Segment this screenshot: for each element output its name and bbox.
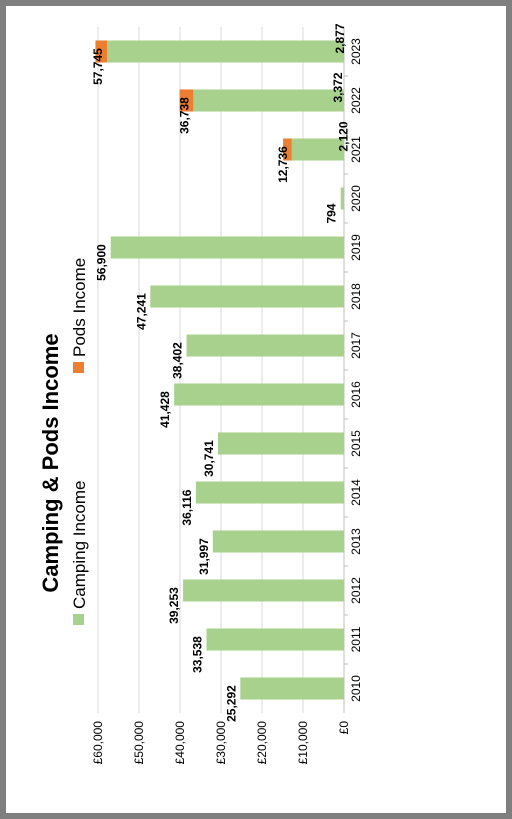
bar — [195, 481, 344, 504]
bar — [217, 432, 344, 455]
bar — [340, 187, 344, 210]
y-axis: £0 £10,000 £20,000 £30,000 £40,000 £50,000 £60… — [91, 721, 351, 765]
bar — [110, 236, 344, 259]
data-label: 30,741 — [202, 440, 216, 477]
bar — [95, 40, 108, 63]
bar — [107, 40, 344, 63]
bar — [206, 628, 344, 651]
bar — [212, 530, 344, 553]
bar — [186, 334, 344, 357]
bar — [291, 138, 345, 161]
y-tick-label: £50,000 — [132, 721, 146, 765]
data-label: 25,292 — [224, 685, 238, 722]
x-tick-label: 2013 — [349, 528, 363, 555]
x-axis: 2010 2011 2012 2013 2014 2015 2016 2017 2018 2019… — [344, 38, 363, 702]
bar — [283, 138, 292, 161]
bar-chart: Camping & Pods Income Camping Income Pods… — [38, 23, 363, 765]
data-label: 2,120 — [336, 121, 350, 151]
x-tick-label: 2015 — [349, 430, 363, 457]
data-label: 33,538 — [190, 636, 204, 673]
x-tick-label: 2011 — [349, 626, 363, 652]
data-label: 41,428 — [158, 391, 172, 428]
x-tick-label: 2010 — [349, 675, 363, 702]
data-label: 36,116 — [180, 489, 194, 525]
data-label: 38,402 — [171, 342, 185, 379]
chart-title: Camping & Pods Income — [38, 333, 63, 592]
bars — [95, 40, 345, 700]
y-tick-label: £20,000 — [255, 721, 269, 765]
x-tick-label: 2018 — [349, 283, 363, 310]
data-label: 57,745 — [91, 48, 105, 85]
bar — [179, 89, 194, 112]
y-tick-label: £0 — [337, 721, 351, 735]
data-label: 36,738 — [177, 97, 191, 134]
x-tick-label: 2023 — [349, 38, 363, 65]
x-tick-label: 2021 — [349, 136, 363, 163]
bar — [183, 579, 344, 602]
data-label: 3,372 — [331, 72, 345, 102]
bar — [240, 677, 344, 700]
x-tick-label: 2014 — [349, 479, 363, 506]
y-tick-label: £60,000 — [91, 721, 105, 765]
y-tick-label: £10,000 — [296, 721, 310, 765]
legend-label: Pods Income — [70, 258, 89, 357]
y-tick-label: £30,000 — [214, 721, 228, 765]
gridlines — [97, 27, 345, 713]
data-label: 56,900 — [95, 244, 109, 281]
chart-frame: Camping & Pods Income Camping Income Pods… — [6, 6, 506, 813]
x-tick-label: 2016 — [349, 381, 363, 408]
data-label: 47,241 — [134, 293, 148, 330]
data-label: 794 — [325, 203, 339, 223]
legend-swatch — [73, 362, 84, 373]
x-tick-label: 2022 — [349, 87, 363, 114]
data-label: 2,877 — [333, 23, 347, 53]
legend-swatch — [73, 614, 84, 625]
x-tick-label: 2019 — [349, 234, 363, 261]
x-tick-label: 2012 — [349, 577, 363, 604]
bar — [150, 285, 344, 308]
data-label: 31,997 — [197, 538, 211, 575]
bar — [193, 89, 344, 112]
x-tick-label: 2017 — [349, 332, 363, 359]
x-tick-label: 2020 — [349, 185, 363, 212]
data-label: 39,253 — [167, 587, 181, 624]
legend-label: Camping Income — [70, 480, 89, 609]
data-label: 12,736 — [276, 146, 290, 183]
bar — [174, 383, 344, 406]
legend: Camping Income Pods Income — [70, 258, 89, 625]
y-tick-label: £40,000 — [173, 721, 187, 765]
